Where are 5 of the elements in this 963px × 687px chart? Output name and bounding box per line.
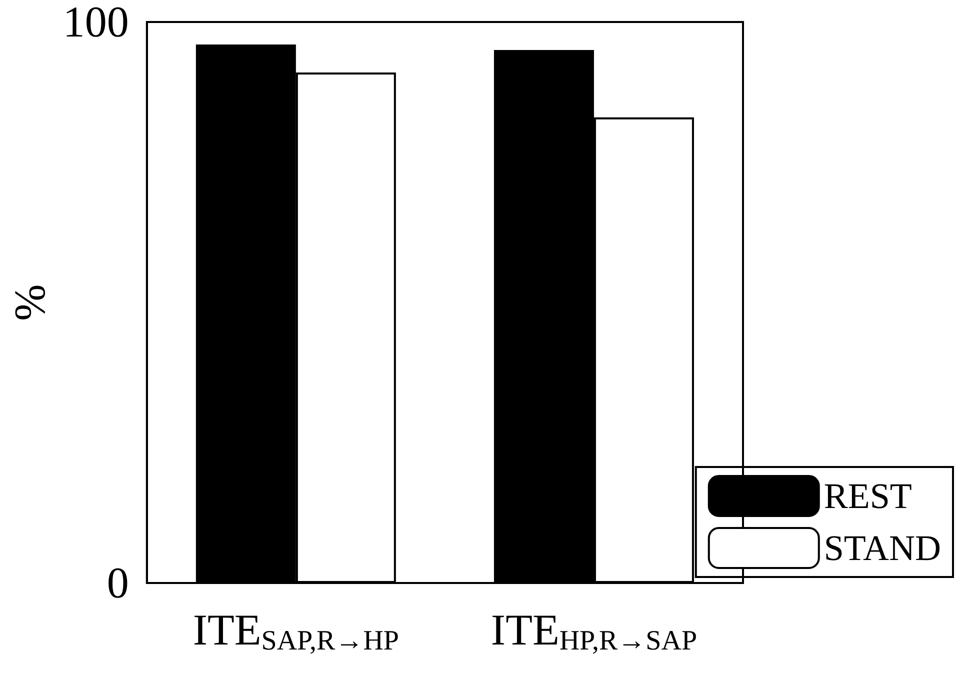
legend-label: REST (824, 476, 912, 516)
legend-label: STAND (824, 528, 941, 568)
y-tick-label: 100 (62, 0, 129, 46)
y-axis-title: % (6, 284, 54, 321)
y-tick-label: 0 (106, 558, 129, 608)
